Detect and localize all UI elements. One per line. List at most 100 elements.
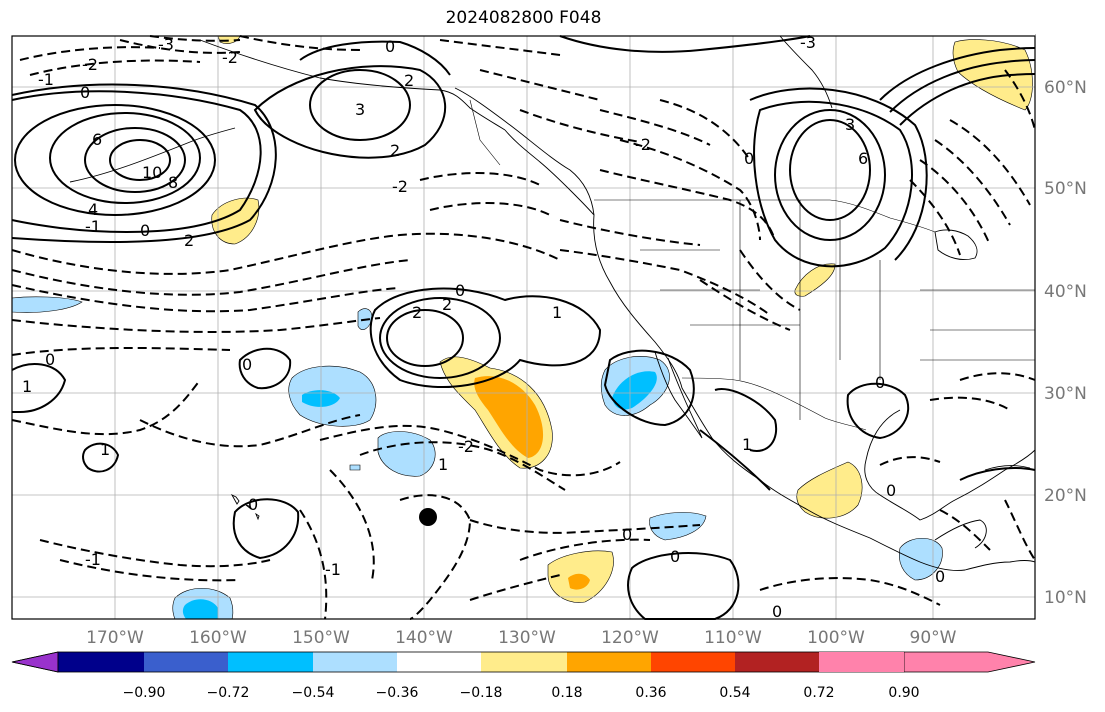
hi-ne [879, 47, 1036, 101]
great-lakes [934, 229, 978, 261]
canada-coast [504, 129, 595, 216]
contour-label: 0 [744, 149, 754, 168]
hi-pac-2 [386, 309, 464, 367]
baja-peninsula [654, 351, 703, 439]
hudson-bay [779, 35, 833, 109]
contour-label: 0 [242, 355, 252, 374]
colorbar-tick-label: −0.54 [292, 685, 335, 701]
low-alaska-8 [84, 127, 186, 193]
colorbar-segment [819, 652, 904, 672]
lon-label: 100°W [807, 628, 865, 648]
contour-label: 4 [88, 200, 98, 219]
hi-baja [603, 349, 695, 427]
colorbar-tick-label: 0.90 [888, 685, 919, 701]
hi-nw-ridge [299, 40, 451, 76]
colorbar [11, 651, 1036, 673]
colorbar-ticks: −0.90 −0.72 −0.54 −0.36 −0.18 0.18 0.36 … [123, 685, 920, 701]
contour-label: 2 [442, 295, 452, 314]
shade-orange-south [568, 573, 590, 590]
shade-light-blue-west [11, 296, 83, 313]
contour-label: -2 [222, 48, 238, 67]
lon-label: 150°W [292, 628, 350, 648]
hi-west-0a [11, 363, 67, 413]
shade-light-blue-mexico-south [649, 512, 707, 541]
contour-label: 0 [935, 567, 945, 586]
dashed-contours [11, 35, 1036, 620]
hi-tx [959, 467, 1036, 481]
contour-label: 1 [552, 303, 562, 322]
colorbar-segment [481, 652, 567, 672]
colorbar-segment [397, 652, 481, 672]
contour-label: -1 [325, 560, 341, 579]
shaded-anomalies [11, 35, 1033, 620]
longitude-labels: 170°W 160°W 150°W 140°W 130°W 120°W 110°… [86, 628, 957, 648]
hi-nw-top [559, 35, 811, 53]
lat-label: 20°N [1044, 486, 1087, 506]
hi-mexico [846, 382, 910, 440]
lat-label: 40°N [1044, 282, 1087, 302]
lon-label: 170°W [86, 628, 144, 648]
colorbar-segment [58, 652, 144, 672]
contour-label: 2 [404, 71, 414, 90]
lon-label: 160°W [189, 628, 247, 648]
shade-light-blue-small-1 [349, 464, 361, 471]
colorbar-segment [144, 652, 228, 672]
contour-label: 0 [45, 350, 55, 369]
shade-yellow-mexico [796, 461, 863, 519]
hi-pac-1 [379, 297, 501, 379]
lat-label: 30°N [1044, 384, 1087, 404]
contour-label: -3 [158, 35, 174, 54]
hi-pac-0 [369, 287, 602, 389]
lon-label: 140°W [395, 628, 453, 648]
map-background [12, 36, 1035, 619]
lat-label: 50°N [1044, 179, 1087, 199]
contour-label: 3 [355, 100, 365, 119]
colorbar-segment [735, 652, 819, 672]
shade-light-blue-central-america [898, 537, 943, 581]
contour-label: 0 [80, 83, 90, 102]
hawaii-islands [230, 493, 260, 521]
contour-label: 2 [412, 303, 422, 322]
contour-label: 0 [622, 525, 632, 544]
colorbar-tick-label: 0.36 [635, 685, 666, 701]
ring-canada-6 [789, 119, 871, 221]
shade-orange-baja-west [474, 376, 544, 458]
us-canada-border [594, 199, 936, 233]
colorbar-extend-high [904, 652, 1035, 672]
contour-label: 0 [875, 373, 885, 392]
contour-label: 1 [742, 435, 752, 454]
colorbar-segment [651, 652, 735, 672]
gulf-coast [864, 409, 1036, 521]
contour-label: -2 [392, 177, 408, 196]
storm-center-marker [419, 508, 437, 526]
low-alaska-4 [14, 104, 216, 216]
contour-label: -2 [82, 55, 98, 74]
colorbar-segment [567, 652, 651, 672]
lon-label: 90°W [910, 628, 957, 648]
us-mexico-border [681, 377, 867, 431]
hi-ne-3 [899, 73, 1036, 126]
contour-label: -1 [85, 217, 101, 236]
shade-yellow-alaska-south [211, 197, 260, 245]
colorbar-segment [228, 652, 313, 672]
hi-hawaii-0 [238, 347, 292, 390]
hi-gulf [714, 388, 778, 452]
contour-label: 0 [886, 481, 896, 500]
hi-mexico-coast [699, 429, 771, 491]
contour-label: 2 [184, 231, 194, 250]
contour-label: 6 [92, 130, 102, 149]
ridge-alaska-3 [309, 69, 411, 141]
political-borders [469, 99, 1035, 431]
latitude-labels: 60°N 50°N 40°N 30°N 20°N 10°N [1044, 78, 1087, 608]
cuba [984, 465, 1031, 471]
colorbar-extend-low [11, 651, 59, 673]
lon-label: 110°W [704, 628, 762, 648]
lon-label: 130°W [498, 628, 556, 648]
shade-yellow-northeast [952, 39, 1033, 111]
alaska-canada-border [469, 99, 501, 166]
contour-label: 0 [772, 602, 782, 621]
colorbar-tick-label: −0.90 [123, 685, 166, 701]
contour-label: -2 [635, 135, 651, 154]
contour-label: 0 [455, 281, 465, 300]
